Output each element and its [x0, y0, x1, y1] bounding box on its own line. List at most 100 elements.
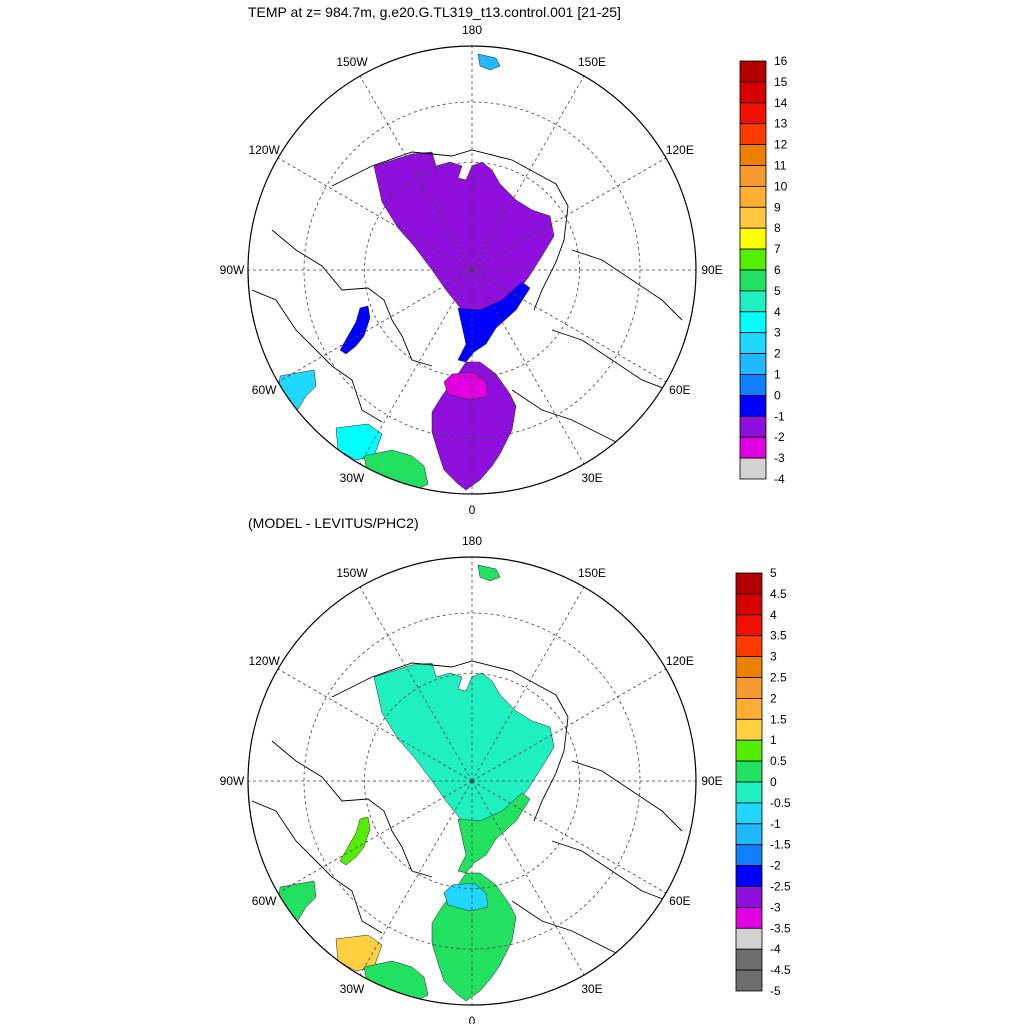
coastline-1 — [271, 740, 433, 878]
longitude-label: 30W — [340, 982, 365, 996]
latitude-ring-0 — [364, 673, 580, 889]
colorbar-label: 5 — [770, 566, 777, 580]
colorbar-label: -2 — [774, 430, 785, 444]
colorbar-swatch — [735, 614, 763, 637]
field-labrador-sea — [277, 880, 317, 934]
coastline-1 — [271, 229, 433, 367]
colorbar-swatch — [739, 353, 767, 375]
colorbar-swatch — [735, 844, 763, 867]
colorbar-label: 0 — [770, 775, 777, 789]
colorbar-swatch — [739, 81, 767, 104]
colorbar-label: -4 — [774, 472, 785, 486]
longitude-label: 0 — [469, 1014, 476, 1024]
meridian-1 — [471, 75, 585, 271]
colorbar-swatch — [735, 718, 763, 741]
colorbar-label: -1 — [770, 817, 781, 831]
meridian-10 — [277, 157, 473, 271]
colorbar-swatch — [735, 948, 763, 971]
field-bering-sea — [477, 53, 501, 71]
colorbar-swatch — [739, 144, 767, 166]
coastline-4 — [551, 329, 669, 391]
colorbar-label: 1.5 — [770, 712, 787, 726]
colorbar-swatch — [739, 123, 767, 145]
meridian-2 — [471, 157, 667, 271]
colorbar-label: 3 — [770, 650, 777, 664]
colorbar-swatch — [735, 886, 763, 908]
colorbar-label: 3.5 — [770, 629, 787, 643]
longitude-label: 0 — [469, 503, 476, 517]
colorbar-swatch — [735, 677, 763, 699]
coastline-2 — [251, 800, 383, 934]
colorbar-label: -1.5 — [770, 838, 791, 852]
coastline-3 — [511, 900, 633, 962]
colorbar-swatch — [739, 248, 767, 271]
map-content-2 — [248, 557, 696, 1005]
colorbar-swatch — [735, 927, 763, 950]
colorbar-swatch — [739, 165, 767, 187]
colorbar-swatch — [739, 227, 767, 250]
colorbar-label: 16 — [774, 54, 788, 68]
meridian-11 — [359, 75, 473, 271]
map-panel-1: 180 150E 120E 90E 60E 30E 0 30W 60W 90W 120W 150W — [220, 23, 723, 517]
colorbar-swatch — [735, 781, 763, 804]
map-content-1 — [248, 46, 696, 494]
meridian-5 — [471, 269, 585, 465]
longitude-label: 150E — [578, 55, 606, 69]
meridian-7 — [359, 780, 473, 976]
colorbar-swatch — [735, 802, 763, 825]
colorbar-swatch — [735, 572, 763, 595]
meridian-4 — [471, 780, 667, 894]
meridian-10 — [277, 668, 473, 782]
colorbar-swatch — [739, 311, 767, 334]
meridian-1 — [471, 586, 585, 782]
longitude-label: 30E — [581, 471, 602, 485]
colorbar-label: 2 — [770, 691, 777, 705]
colorbar-label: 4 — [770, 608, 777, 622]
colorbar-swatch — [735, 969, 763, 992]
field-arctic-basin — [373, 662, 555, 822]
field-labrador-sea — [277, 369, 317, 423]
colorbar-swatch — [735, 823, 763, 846]
colorbar-label: 10 — [774, 179, 788, 193]
colorbar-2: 5 4.5 4 3.5 3 2.5 2 1.5 1 0.5 0 -0.5 -1 -1.5 -2 -2.5 -3 -… — [735, 566, 791, 998]
colorbar-swatch — [739, 374, 767, 396]
colorbar-label: -2.5 — [770, 880, 791, 894]
colorbar-label: -3.5 — [770, 921, 791, 935]
longitude-label: 60W — [252, 894, 277, 908]
colorbar-swatch — [735, 656, 763, 678]
longitude-label: 30W — [340, 471, 365, 485]
colorbar-label: 2 — [774, 347, 781, 361]
colorbar-label: 0 — [774, 388, 781, 402]
coastline-2 — [251, 289, 383, 423]
colorbar-swatch — [735, 698, 763, 720]
longitude-label: 150W — [336, 566, 368, 580]
colorbar-label: -4 — [770, 942, 781, 956]
meridian-8 — [277, 269, 473, 383]
longitude-label: 60E — [669, 894, 690, 908]
latitude-ring-0 — [364, 162, 580, 378]
colorbar-label: 6 — [774, 263, 781, 277]
colorbar-swatch — [739, 290, 767, 313]
longitude-label: 90E — [701, 774, 722, 788]
field-norwegian-core — [443, 882, 489, 912]
map-border-2 — [247, 556, 697, 1006]
colorbar-swatch — [739, 332, 767, 355]
longitude-label: 90W — [220, 774, 245, 788]
longitude-label: 180 — [462, 23, 482, 37]
colorbar-swatch — [739, 415, 767, 438]
longitude-label: 120E — [666, 654, 694, 668]
coastline-5 — [571, 760, 683, 832]
map-panel-2: 180 150E 120E 90E 60E 30E 0 30W 60W 90W 120W 150W — [220, 534, 723, 1024]
longitude-label: 60W — [252, 383, 277, 397]
colorbar-swatch — [739, 60, 767, 83]
field-bering-sea — [477, 564, 501, 582]
colorbar-label: -3 — [774, 451, 785, 465]
colorbar-swatch — [735, 739, 763, 762]
field-baffin-bay — [339, 816, 371, 866]
colorbar-swatch — [735, 593, 763, 616]
coastline-4 — [551, 840, 669, 902]
colorbar-swatch — [739, 457, 767, 480]
colorbar-label: 1 — [774, 368, 781, 382]
colorbar-label: 4 — [774, 305, 781, 319]
longitude-label: 30E — [581, 982, 602, 996]
